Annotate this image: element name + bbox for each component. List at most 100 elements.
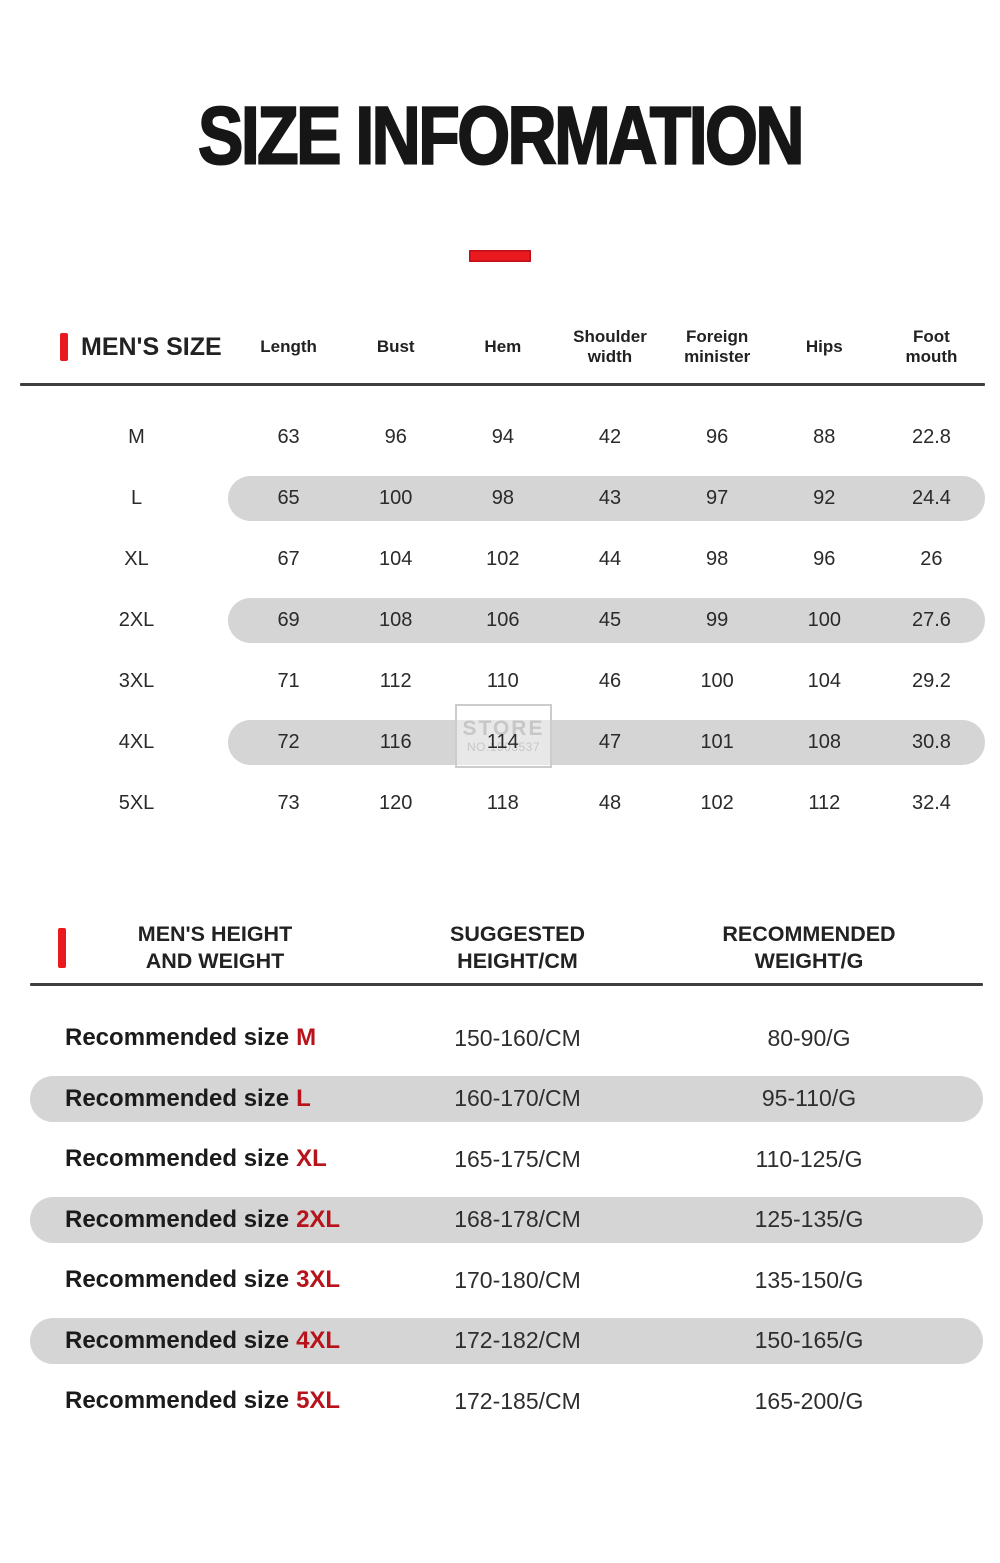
foot-value-cell: 27.6 xyxy=(911,609,951,631)
weight-value-cell: 165-200/G xyxy=(754,1387,864,1414)
length-value-cell: 69 xyxy=(277,609,300,631)
foot-value-cell: 30.8 xyxy=(911,731,951,753)
size-table-row: 3XL 71 112 110 46 100 104 29.2 xyxy=(20,651,985,712)
length-value-cell: 63 xyxy=(277,426,300,448)
shoulder-value-cell: 47 xyxy=(598,731,622,753)
foreign-value-cell: 102 xyxy=(700,792,734,814)
foreign-value-cell: 99 xyxy=(706,609,729,631)
row-label-text: Recommended size xyxy=(65,1266,290,1294)
size-table-column-header: Bust xyxy=(376,336,415,356)
hips-value-cell: 112 xyxy=(808,792,841,814)
shoulder-value-cell: 48 xyxy=(598,792,622,814)
shoulder-value-cell: 43 xyxy=(598,487,622,509)
row-size-badge: L xyxy=(296,1084,311,1112)
weight-value-cell: 150-165/G xyxy=(754,1327,864,1354)
row-size-badge: 4XL xyxy=(296,1326,341,1354)
fit-table-row: Recommended size L 160-170/CM 95-110/G xyxy=(30,1069,983,1130)
hips-value-cell: 100 xyxy=(807,609,841,631)
size-table-row: L 65 100 98 43 97 92 24.4 xyxy=(20,468,985,529)
fit-table-column-header: MEN'S HEIGHT AND WEIGHT xyxy=(137,922,293,973)
row-label: Recommended size 2XL xyxy=(30,1206,400,1234)
row-label-text: Recommended size xyxy=(65,1205,290,1233)
weight-value-cell: 125-135/G xyxy=(754,1206,864,1233)
foreign-value-cell: 100 xyxy=(700,670,734,692)
size-table-column-header: Foreign minister xyxy=(684,326,751,366)
foreign-value-cell: 97 xyxy=(706,487,729,509)
height-value-cell: 172-182/CM xyxy=(454,1327,581,1354)
row-label: Recommended size 4XL xyxy=(30,1327,400,1355)
foot-value-cell: 29.2 xyxy=(911,670,951,692)
weight-value-cell: 95-110/G xyxy=(761,1085,857,1112)
fit-table-row: Recommended size 5XL 172-185/CM 165-200/G xyxy=(30,1371,983,1432)
fit-table-row: Recommended size M 150-160/CM 80-90/G xyxy=(30,1008,983,1069)
bust-value-cell: 116 xyxy=(379,731,412,753)
size-label-cell: 3XL xyxy=(118,670,155,692)
size-label-cell: XL xyxy=(124,548,149,570)
row-size-badge: M xyxy=(296,1024,317,1052)
hem-value-cell: 114 xyxy=(486,731,519,753)
foot-value-cell: 32.4 xyxy=(911,792,951,814)
row-label-text: Recommended size xyxy=(65,1084,290,1112)
header-divider-line xyxy=(30,983,983,986)
fit-table-body: Recommended size M 150-160/CM 80-90/G Rec… xyxy=(30,986,983,1432)
size-table-row: 4XL 72 116 114 47 101 108 30.8 xyxy=(20,712,985,773)
fit-table-row: Recommended size 2XL 168-178/CM 125-135/G xyxy=(30,1190,983,1251)
title-underline-dash xyxy=(469,250,531,262)
store-watermark: STORE NO.1503537 xyxy=(455,704,552,768)
hips-value-cell: 92 xyxy=(813,487,836,509)
size-table-row: 2XL 69 108 106 45 99 100 27.6 xyxy=(20,590,985,651)
size-table-body: M 63 96 94 42 96 88 22.8 L 65 100 98 43 … xyxy=(20,386,985,834)
fit-table-header: MEN'S HEIGHT AND WEIGHT SUGGESTED HEIGHT… xyxy=(30,913,983,983)
weight-value-cell: 135-150/G xyxy=(754,1266,864,1293)
height-value-cell: 168-178/CM xyxy=(454,1206,581,1233)
foreign-value-cell: 98 xyxy=(706,548,729,570)
fit-table-row: Recommended size 4XL 172-182/CM 150-165/G xyxy=(30,1311,983,1372)
hips-value-cell: 108 xyxy=(807,731,841,753)
shoulder-value-cell: 44 xyxy=(598,548,622,570)
watermark-store-number: NO.1503537 xyxy=(466,740,541,755)
header-divider-line xyxy=(20,383,985,386)
size-table-header: MEN'S SIZE Length Bust Hem Shoulder widt… xyxy=(20,311,985,383)
foot-value-cell: 22.8 xyxy=(911,426,951,448)
hem-value-cell: 98 xyxy=(491,487,514,509)
height-value-cell: 170-180/CM xyxy=(454,1266,581,1293)
size-table-row: XL 67 104 102 44 98 96 26 xyxy=(20,529,985,590)
row-label: Recommended size 3XL xyxy=(30,1266,400,1294)
height-value-cell: 150-160/CM xyxy=(454,1024,581,1051)
length-value-cell: 73 xyxy=(277,792,300,814)
hips-value-cell: 96 xyxy=(813,548,836,570)
size-label-cell: 2XL xyxy=(118,609,155,631)
size-table-column-header: Foot mouth xyxy=(905,326,958,366)
bust-value-cell: 112 xyxy=(379,670,412,692)
section-marker-bar xyxy=(58,928,66,968)
height-value-cell: 172-185/CM xyxy=(454,1387,581,1414)
length-value-cell: 71 xyxy=(277,670,300,692)
size-table-row: 5XL 73 120 118 48 102 112 32.4 xyxy=(20,773,985,834)
watermark-store-name: STORE xyxy=(462,717,545,741)
size-label-cell: 5XL xyxy=(118,792,155,814)
row-label: Recommended size 5XL xyxy=(30,1387,400,1415)
bust-value-cell: 96 xyxy=(384,426,407,448)
fit-table-row: Recommended size XL 165-175/CM 110-125/G xyxy=(30,1129,983,1190)
hem-value-cell: 118 xyxy=(486,792,519,814)
section-title: MEN'S SIZE xyxy=(81,332,222,361)
size-table-row: M 63 96 94 42 96 88 22.8 xyxy=(20,407,985,468)
hips-value-cell: 88 xyxy=(813,426,836,448)
size-label-cell: M xyxy=(128,426,145,448)
size-table-column-header: Hem xyxy=(484,336,522,356)
fit-table-column-header: RECOMMENDED WEIGHT/G xyxy=(722,922,896,973)
foot-value-cell: 26 xyxy=(920,548,943,570)
size-label-cell: L xyxy=(130,487,143,509)
hem-value-cell: 94 xyxy=(491,426,514,448)
size-table-column-header: Hips xyxy=(805,336,843,356)
row-size-badge: 2XL xyxy=(296,1205,341,1233)
shoulder-value-cell: 45 xyxy=(598,609,622,631)
length-value-cell: 72 xyxy=(277,731,300,753)
page-title: SIZE INFORMATION xyxy=(197,90,805,181)
length-value-cell: 67 xyxy=(277,548,300,570)
row-label: Recommended size XL xyxy=(30,1145,400,1173)
hips-value-cell: 104 xyxy=(807,670,841,692)
foreign-value-cell: 101 xyxy=(700,731,734,753)
row-size-badge: 3XL xyxy=(296,1266,341,1294)
height-value-cell: 165-175/CM xyxy=(454,1145,581,1172)
